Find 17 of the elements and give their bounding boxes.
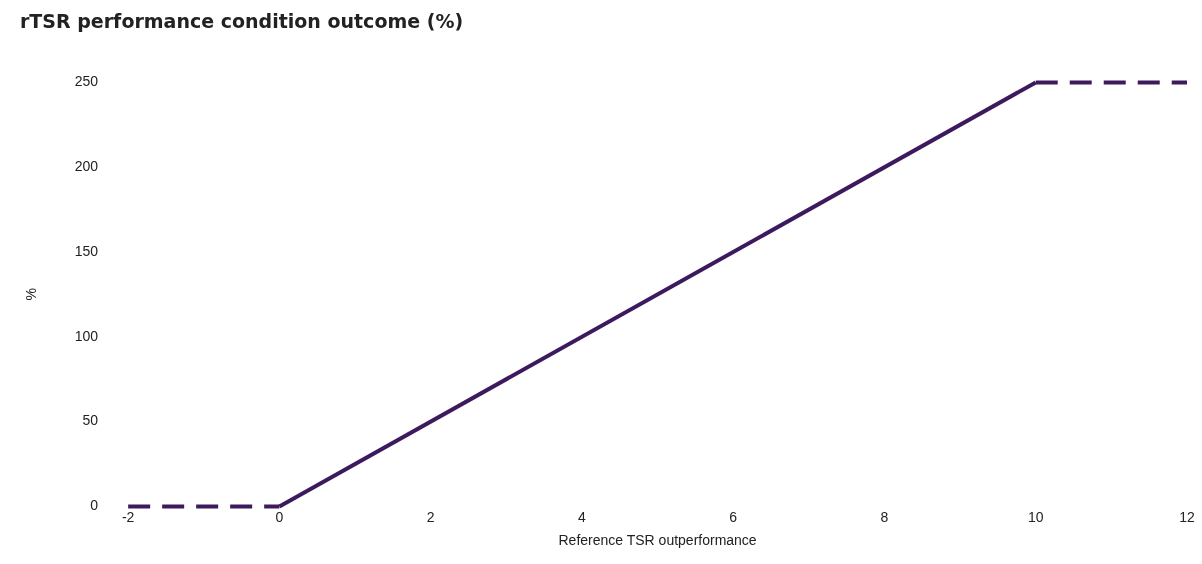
x-tick-label: 12 — [1179, 508, 1195, 525]
y-axis-title: % — [23, 288, 40, 301]
x-tick-label: 8 — [880, 508, 889, 525]
x-axis-title: Reference TSR outperformance — [558, 532, 757, 549]
y-tick-label: 50 — [82, 412, 99, 429]
chart-title: rTSR performance condition outcome (%) — [20, 10, 464, 32]
y-tick-label: 100 — [74, 327, 99, 344]
y-tick-label: 200 — [74, 158, 99, 175]
x-tick-label: 10 — [1027, 508, 1044, 525]
x-tick-label: 0 — [275, 508, 284, 525]
y-tick-label: 150 — [74, 242, 99, 259]
x-tick-label: -2 — [121, 508, 135, 525]
y-tick-label: 250 — [74, 73, 99, 90]
x-tick-label: 4 — [578, 508, 587, 525]
x-tick-label: 2 — [426, 508, 435, 525]
x-tick-label: 6 — [729, 508, 738, 525]
y-tick-label: 0 — [90, 497, 99, 514]
